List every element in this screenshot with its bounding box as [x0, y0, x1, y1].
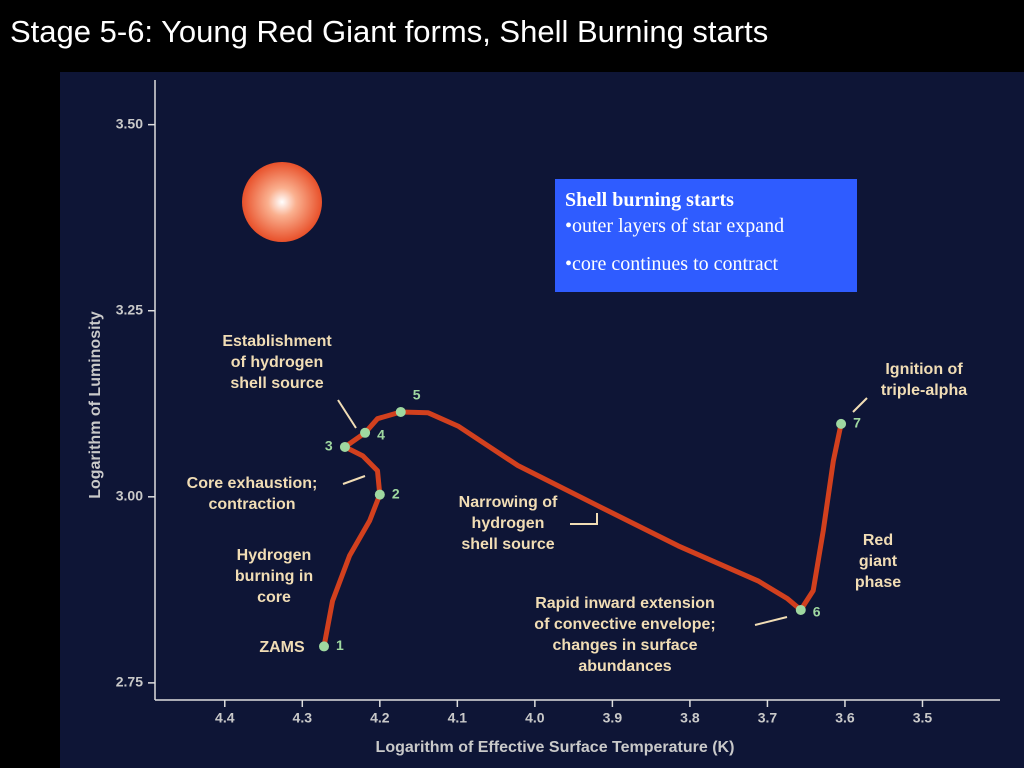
annotation: Establishment: [222, 333, 332, 350]
arrow: [342, 475, 366, 485]
stage-label: 5: [413, 387, 421, 403]
x-tick-label: 3.9: [603, 710, 623, 726]
annotation: core: [257, 589, 291, 606]
stage-label: 3: [325, 438, 333, 454]
info-box: Shell burning starts •outer layers of st…: [555, 179, 857, 292]
annotation: Narrowing of: [459, 494, 558, 511]
x-tick-label: 3.6: [835, 710, 855, 726]
stage-point: [395, 406, 406, 417]
info-item: •outer layers of star expand: [565, 215, 785, 237]
annotation: Hydrogen: [237, 547, 312, 564]
annotation: Red: [863, 532, 893, 549]
annotation: Core exhaustion;: [187, 475, 318, 492]
x-tick-label: 4.3: [293, 710, 313, 726]
annotation: shell source: [230, 375, 323, 392]
arrow: [754, 616, 788, 626]
arrow: [570, 513, 598, 525]
stage-label: 4: [377, 427, 385, 443]
x-axis-label: Logarithm of Effective Surface Temperatu…: [376, 739, 735, 756]
annotation: Rapid inward extension: [535, 595, 715, 612]
stage-label: 2: [392, 485, 400, 501]
annotation: abundances: [578, 658, 671, 675]
stage-point: [795, 604, 806, 615]
star-icon: [242, 162, 322, 242]
annotation: burning in: [235, 568, 313, 585]
x-tick-label: 4.0: [525, 710, 545, 726]
stage-point: [360, 427, 371, 438]
x-tick-label: 4.4: [215, 710, 235, 726]
stage-label: 7: [853, 415, 861, 431]
annotation: triple-alpha: [881, 382, 967, 399]
annotation: changes in surface: [553, 637, 698, 654]
slide-title: Stage 5-6: Young Red Giant forms, Shell …: [10, 14, 768, 49]
track-line: [321, 409, 844, 649]
annotation: of hydrogen: [231, 354, 323, 371]
annotation: of convective envelope;: [534, 616, 715, 633]
x-tick-label: 3.5: [913, 710, 933, 726]
stage-label: 6: [813, 604, 821, 620]
annotation: Ignition of: [885, 361, 963, 378]
annotation: shell source: [461, 536, 554, 553]
y-axis-label: Logarithm of Luminosity: [87, 311, 104, 499]
x-tick-label: 4.1: [448, 710, 468, 726]
annotation: ZAMS: [259, 639, 305, 656]
stage-point: [319, 641, 329, 652]
annotation: hydrogen: [472, 515, 545, 532]
annotation: giant: [859, 553, 898, 570]
stage-point: [374, 489, 385, 500]
y-tick-label: 3.50: [116, 115, 143, 131]
annotation: phase: [855, 574, 901, 591]
info-item: •core continues to contract: [565, 253, 779, 275]
arrow: [337, 399, 357, 429]
arrow: [852, 397, 868, 413]
annotation: contraction: [208, 496, 295, 513]
x-tick-label: 4.2: [370, 710, 390, 726]
x-tick-label: 3.7: [758, 710, 778, 726]
stage-label: 1: [336, 637, 344, 653]
stage-point: [836, 418, 847, 429]
x-tick-label: 3.8: [680, 710, 700, 726]
stage-point: [339, 441, 350, 452]
info-heading: Shell burning starts: [565, 189, 734, 211]
y-tick-label: 3.00: [116, 488, 143, 504]
annotation-arrows: [337, 397, 868, 626]
y-tick-label: 2.75: [116, 674, 143, 690]
y-tick-label: 3.25: [116, 301, 143, 317]
plot-background: [60, 72, 1024, 768]
